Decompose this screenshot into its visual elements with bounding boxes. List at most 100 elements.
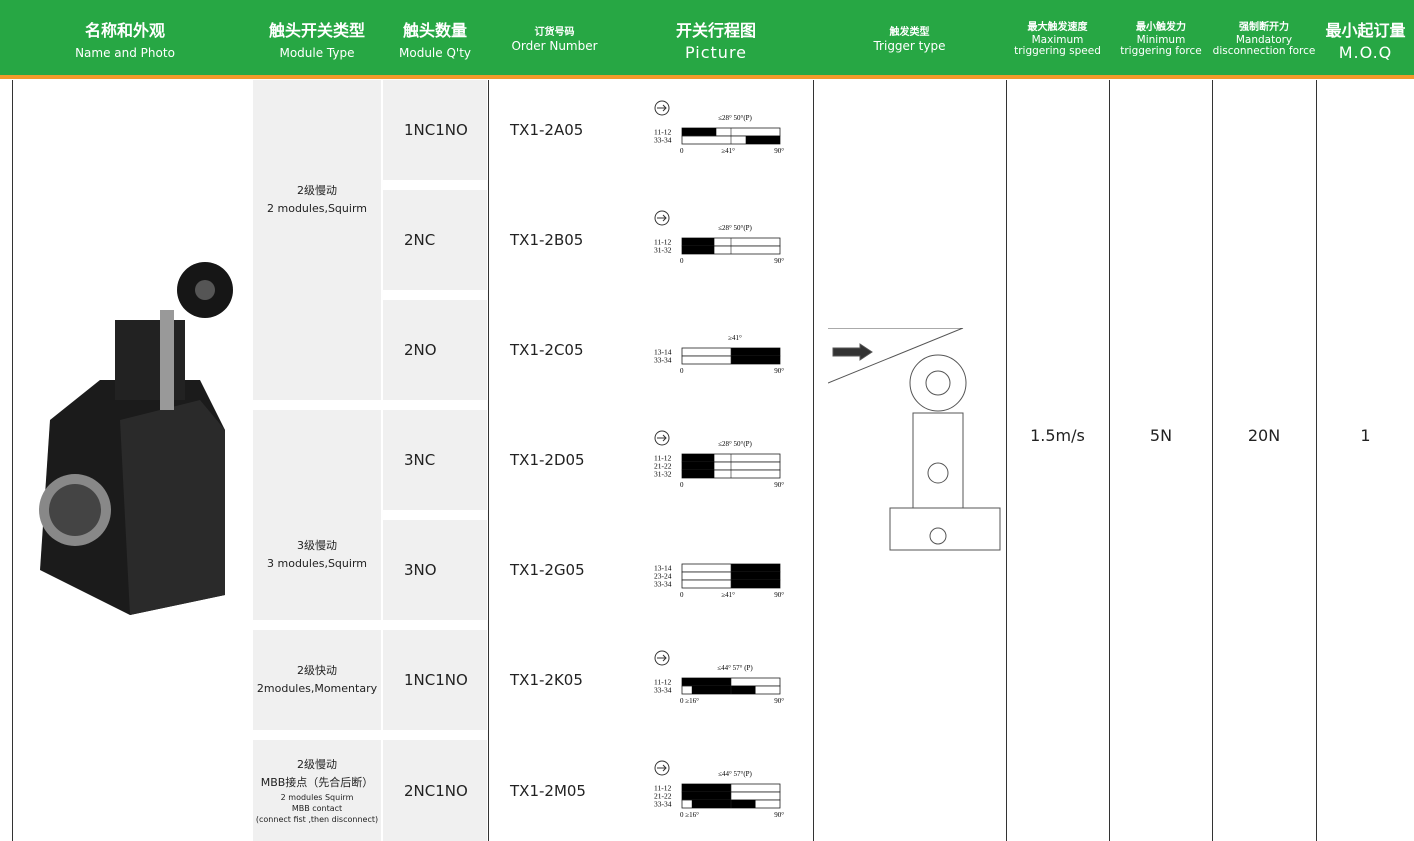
angle-label: 90° <box>774 367 784 375</box>
module-type-line: (connect fist ,then disconnect) <box>255 815 379 824</box>
qty: 1NC1NO <box>404 121 468 139</box>
contact-label: 21-22 <box>654 792 672 801</box>
type-cell-bg <box>253 80 381 400</box>
contact-closed <box>682 678 731 686</box>
column-line <box>1316 80 1317 841</box>
order-number: TX1-2M05 <box>510 781 586 800</box>
header-cn: 名称和外观 <box>84 20 165 40</box>
contact-closed <box>745 136 780 144</box>
header-en: disconnection force <box>1212 45 1316 57</box>
module-type-line: 3级慢动 <box>297 539 337 552</box>
contact-label: 13-14 <box>654 564 672 573</box>
header-en: Module Type <box>279 45 355 60</box>
module-type-line: 2 modules Squirm <box>280 793 354 802</box>
angle-label: 0 <box>680 481 684 489</box>
contact-label: 33-34 <box>654 686 672 695</box>
qty: 2NC <box>404 231 436 249</box>
contact-closed <box>682 246 715 254</box>
qty-bg <box>383 520 487 620</box>
contact-closed <box>682 784 731 792</box>
column-line <box>1006 80 1007 841</box>
spec-value: 1 <box>1360 425 1371 445</box>
header-cn: 订货号码 <box>534 27 575 38</box>
header-cn: 最小触发力 <box>1136 22 1186 33</box>
header-cell: 强制断开力 Mandatory disconnection force <box>1212 0 1316 75</box>
order-number: TX1-2A05 <box>510 121 584 139</box>
qty: 3NC <box>404 451 436 469</box>
module-type: 2级慢动 2 modules,Squirm <box>253 80 381 320</box>
angle-label: ≥41° <box>721 147 735 155</box>
qty-bg <box>383 410 487 510</box>
module-type: 2级慢动 MBB接点（先合后断） 2 modules Squirm MBB conta… <box>253 740 381 841</box>
contact-label: 31-32 <box>654 246 672 255</box>
order-number: TX1-2D05 <box>510 451 585 469</box>
qty: 1NC1NO <box>404 671 468 689</box>
header-en: triggering force <box>1120 45 1202 57</box>
spec-value: 5N <box>1149 425 1173 445</box>
contact-label: 33-34 <box>654 356 672 365</box>
module-type: 2级快动 2modules,Momentary <box>253 630 381 730</box>
arrow-icon <box>654 210 670 226</box>
header-en: Picture <box>684 42 748 62</box>
header-en: Minimum <box>1136 34 1186 46</box>
contact-closed <box>682 470 715 478</box>
angle-label: ≤28° 50°(P) <box>718 440 752 448</box>
qty: 3NO <box>404 561 437 579</box>
module-type-line: 2级慢动 <box>297 758 337 771</box>
contact-label: 11-12 <box>654 784 671 793</box>
order-number: TX1-2C05 <box>510 341 584 359</box>
header-band <box>0 0 1414 75</box>
order-number: TX1-2G05 <box>510 561 585 579</box>
header-en: triggering speed <box>1014 45 1101 57</box>
contact-label: 33-34 <box>654 580 672 589</box>
order-number: TX1-2B05 <box>510 231 584 249</box>
contact-label: 11-12 <box>654 678 671 687</box>
angle-label: 0 <box>680 147 684 155</box>
contact-label: 13-14 <box>654 348 672 357</box>
type-cell-bg <box>253 740 381 841</box>
angle-label: 90° <box>774 147 784 155</box>
angle-label: 0 <box>680 591 684 599</box>
qty-bg <box>383 740 487 841</box>
module-type-line: 2级慢动 <box>297 184 337 197</box>
arrow-icon <box>654 650 670 666</box>
header-en: Trigger type <box>873 39 946 53</box>
angle-label: 0 <box>680 367 684 375</box>
contact-closed <box>731 356 780 364</box>
column-line <box>12 80 13 841</box>
angle-label: ≥41° <box>721 591 735 599</box>
header-en: Maximum <box>1031 34 1084 46</box>
header-en: Order Number <box>511 39 598 53</box>
header-en: Module Q'ty <box>399 45 471 60</box>
product-photo <box>39 262 233 615</box>
angle-label: 0 ≥16° <box>680 811 699 819</box>
arrow-icon <box>657 654 667 662</box>
module-type-line: 2modules,Momentary <box>256 682 378 695</box>
angle-label: 0 <box>680 257 684 265</box>
column-line <box>813 80 814 841</box>
contact-label: 11-12 <box>654 238 671 247</box>
qty-bg <box>383 300 487 400</box>
order-number: TX1-2K05 <box>510 671 583 689</box>
contact-closed <box>731 564 780 572</box>
arrow-icon <box>654 100 670 116</box>
module-type: 3级慢动 3 modules,Squirm <box>253 450 381 660</box>
contact-label: 31-32 <box>654 470 672 479</box>
header-cell: 最大触发速度 Maximum triggering speed <box>1007 0 1108 75</box>
header-cn: 触发类型 <box>889 27 930 38</box>
column-line <box>1212 80 1213 841</box>
contact-closed <box>731 348 780 356</box>
header-cell: 开关行程图 Picture <box>620 0 812 75</box>
contact-closed <box>682 454 715 462</box>
header-en: M.O.Q <box>1338 42 1393 62</box>
angle-label: ≤44° 57° (P) <box>717 664 753 672</box>
header-cell: 触头数量 Module Q'ty <box>383 0 487 75</box>
header-cn: 触头数量 <box>402 20 467 40</box>
type-cell-bg <box>253 410 381 620</box>
header-cell: 最小触发力 Minimum triggering force <box>1110 0 1212 75</box>
